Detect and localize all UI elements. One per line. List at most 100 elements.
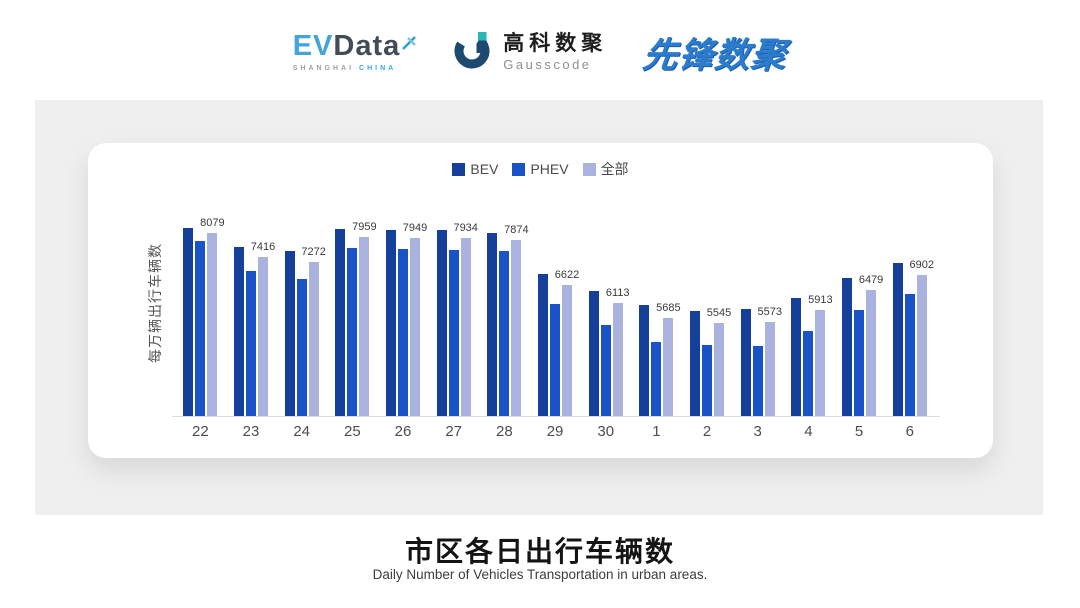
bar-PHEV-29[interactable] — [550, 303, 561, 416]
bar-group-2: 5545 — [682, 190, 733, 416]
legend-item-phev[interactable]: PHEV — [512, 161, 569, 177]
value-label: 7416 — [250, 240, 276, 253]
x-tick-label-1: 1 — [652, 423, 661, 440]
x-tick-label-24: 24 — [293, 423, 311, 440]
bar-PHEV-3[interactable] — [752, 346, 763, 416]
bar-全部-28[interactable] — [511, 240, 522, 416]
bar-group-25: 7959 — [327, 190, 378, 416]
evdata-data-text: Data — [333, 30, 401, 62]
bar-BEV-6[interactable] — [892, 263, 903, 416]
bar-BEV-25[interactable] — [335, 229, 346, 416]
bar-BEV-22[interactable] — [183, 227, 194, 416]
bar-group-24: 7272 — [276, 190, 327, 416]
bar-PHEV-25[interactable] — [347, 248, 358, 416]
chart-panel: BEV PHEV 全部 每万辆出行车辆数 8079 7416 7272 7959 794… — [35, 100, 1043, 515]
legend-swatch-phev — [512, 162, 526, 176]
value-label: 7949 — [402, 221, 428, 234]
bar-cluster: 6479 — [842, 190, 883, 416]
bar-全部-1[interactable] — [663, 317, 674, 416]
bar-PHEV-22[interactable] — [195, 240, 206, 416]
value-label: 5545 — [706, 306, 732, 319]
bar-BEV-24[interactable] — [284, 250, 295, 416]
bar-全部-4[interactable] — [815, 309, 826, 416]
x-tick-label-4: 4 — [804, 423, 813, 440]
x-axis-labels: 22 23 24 25 26 27 28 29 30 1 2 3 4 5 6 — [175, 423, 935, 440]
gausscode-wordmark: 高科数聚 Gausscode — [503, 32, 607, 71]
bar-全部-30[interactable] — [612, 302, 623, 416]
y-axis-title: 每万辆出行车辆数 — [147, 243, 163, 363]
bar-BEV-29[interactable] — [538, 273, 549, 416]
bar-PHEV-4[interactable] — [803, 331, 814, 416]
bar-BEV-5[interactable] — [842, 278, 853, 416]
value-label: 5913 — [808, 293, 833, 306]
x-tick-label-27: 27 — [445, 423, 463, 440]
bar-group-1: 5685 — [631, 190, 682, 416]
bar-PHEV-1[interactable] — [651, 341, 662, 416]
value-label: 8079 — [200, 217, 225, 230]
value-label: 6902 — [909, 258, 934, 271]
gausscode-en-title: Gausscode — [503, 56, 592, 72]
bar-PHEV-5[interactable] — [854, 309, 865, 416]
legend-item-bev[interactable]: BEV — [452, 161, 498, 177]
value-label: 5573 — [757, 305, 782, 318]
bar-全部-29[interactable] — [562, 284, 573, 416]
evdata-ev-text: EV — [292, 30, 334, 62]
bar-全部-26[interactable] — [410, 237, 421, 416]
legend-label-bev: BEV — [470, 161, 499, 177]
bar-BEV-27[interactable] — [436, 229, 447, 416]
value-label: 7874 — [504, 224, 529, 237]
x-tick-label-28: 28 — [496, 423, 513, 440]
chart-legend: BEV PHEV 全部 — [88, 159, 993, 179]
legend-item-all[interactable]: 全部 — [582, 159, 629, 179]
legend-label-all: 全部 — [600, 161, 629, 177]
legend-swatch-bev — [452, 162, 466, 176]
bar-cluster: 8079 — [183, 190, 225, 416]
bar-全部-22[interactable] — [207, 233, 218, 416]
bar-全部-24[interactable] — [308, 261, 319, 416]
bar-BEV-2[interactable] — [690, 310, 701, 416]
legend-swatch-all — [582, 162, 596, 176]
bar-group-30: 6113 — [580, 190, 631, 416]
bar-全部-3[interactable] — [764, 321, 775, 416]
bar-BEV-4[interactable] — [791, 297, 802, 416]
bar-PHEV-6[interactable] — [904, 294, 915, 416]
bar-group-26: 7949 — [378, 190, 429, 416]
x-tick-label-23: 23 — [242, 423, 260, 440]
x-tick-label-29: 29 — [546, 423, 564, 440]
bar-BEV-3[interactable] — [740, 308, 751, 416]
value-label: 6479 — [858, 273, 884, 286]
bar-PHEV-24[interactable] — [296, 279, 307, 416]
bar-全部-2[interactable] — [714, 322, 725, 416]
bar-PHEV-28[interactable] — [499, 250, 510, 416]
bar-group-22: 8079 — [175, 190, 226, 416]
bar-group-27: 7934 — [428, 190, 479, 416]
chart-card: BEV PHEV 全部 每万辆出行车辆数 8079 7416 7272 7959 794… — [88, 143, 993, 458]
bar-cluster: 7934 — [436, 190, 478, 416]
bar-BEV-23[interactable] — [234, 246, 244, 416]
bar-cluster: 6622 — [538, 190, 579, 416]
bar-cluster: 7272 — [284, 190, 326, 416]
legend-label-phev: PHEV — [530, 161, 569, 177]
bar-全部-23[interactable] — [258, 256, 268, 416]
bar-全部-6[interactable] — [916, 274, 927, 416]
bar-全部-5[interactable] — [866, 289, 877, 416]
bar-PHEV-27[interactable] — [448, 250, 459, 416]
x-tick-label-26: 26 — [394, 423, 412, 440]
bar-BEV-28[interactable] — [487, 233, 498, 416]
bar-PHEV-26[interactable] — [398, 248, 409, 416]
bar-BEV-30[interactable] — [588, 291, 599, 416]
bar-PHEV-30[interactable] — [600, 324, 611, 416]
bar-全部-27[interactable] — [460, 238, 471, 416]
bar-PHEV-23[interactable] — [246, 271, 256, 416]
evdata-logo: EV Data SHANGHAI CHINA — [293, 32, 419, 72]
bar-cluster: 6113 — [588, 190, 630, 416]
bar-BEV-26[interactable] — [386, 229, 397, 416]
bar-group-23: 7416 — [226, 190, 277, 416]
bar-PHEV-2[interactable] — [702, 345, 713, 416]
bar-BEV-1[interactable] — [639, 305, 650, 416]
bar-group-6: 6902 — [884, 190, 935, 416]
gausscode-g-icon — [454, 30, 494, 75]
value-label: 5685 — [656, 301, 681, 314]
bar-全部-25[interactable] — [359, 237, 370, 416]
bar-group-5: 6479 — [834, 190, 885, 416]
